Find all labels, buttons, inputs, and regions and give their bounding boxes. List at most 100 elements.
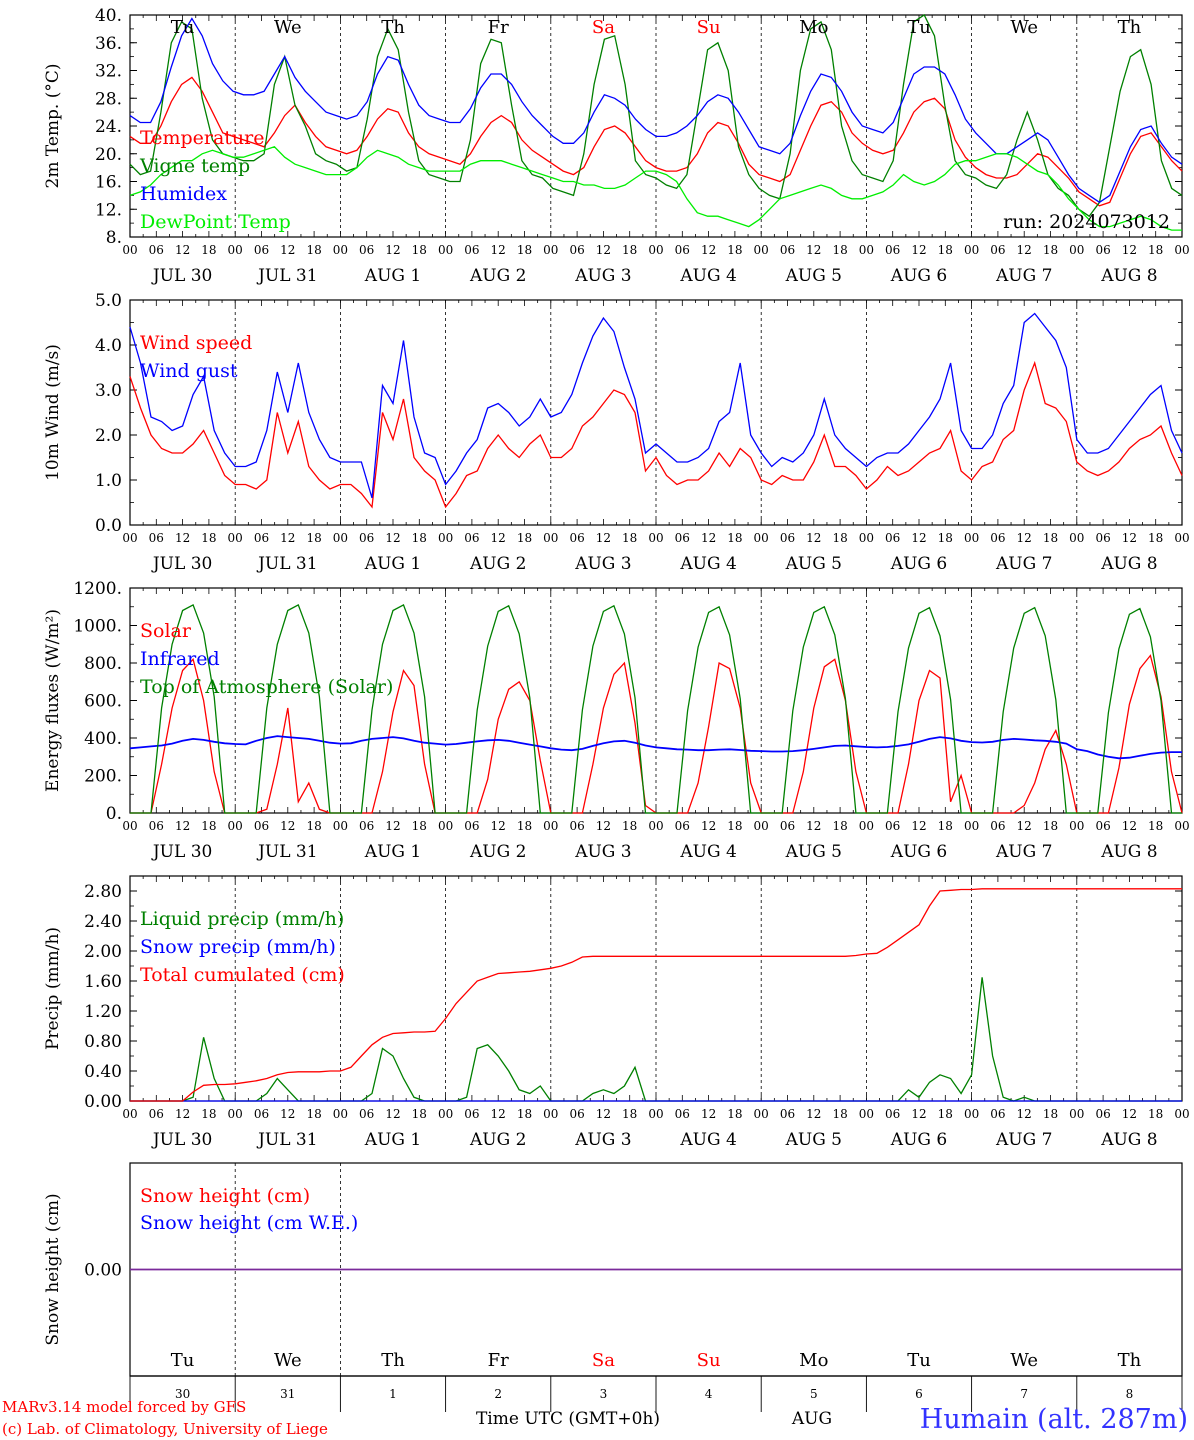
date-label: AUG 6 bbox=[890, 1130, 947, 1150]
hour-tick-label: 00 bbox=[648, 1107, 663, 1121]
date-label: JUL 30 bbox=[151, 1130, 212, 1150]
hour-tick-label: 06 bbox=[990, 819, 1005, 833]
date-label: AUG 7 bbox=[995, 842, 1052, 862]
y-tick-label: 32. bbox=[95, 62, 122, 82]
legend-entry: Temperature bbox=[140, 127, 264, 149]
y-tick-label: 1200. bbox=[73, 579, 122, 599]
series-line-top-of-atmosphere-solar- bbox=[130, 603, 1182, 814]
date-label: AUG 8 bbox=[1100, 1130, 1157, 1150]
hour-tick-label: 18 bbox=[412, 531, 427, 545]
hour-tick-label: 00 bbox=[543, 531, 558, 545]
date-label: AUG 8 bbox=[1100, 842, 1157, 862]
y-tick-label: 40. bbox=[95, 6, 122, 26]
y-tick-label: 0.00 bbox=[84, 1261, 122, 1281]
hour-tick-label: 00 bbox=[438, 819, 453, 833]
y-tick-label: 5.0 bbox=[95, 291, 122, 311]
panel-2 bbox=[129, 299, 1183, 526]
hour-tick-label: 18 bbox=[517, 819, 532, 833]
hour-tick-label: 06 bbox=[1095, 243, 1110, 257]
hour-tick-label: 00 bbox=[754, 1107, 769, 1121]
weekday-label: Su bbox=[697, 1350, 721, 1371]
hour-tick-label: 18 bbox=[306, 243, 321, 257]
hour-tick-label: 00 bbox=[333, 1107, 348, 1121]
hour-tick-label: 12 bbox=[1017, 819, 1032, 833]
hour-tick-label: 00 bbox=[122, 531, 137, 545]
weekday-label: Th bbox=[1118, 1350, 1142, 1371]
hour-tick-label: 00 bbox=[648, 819, 663, 833]
hour-tick-label: 00 bbox=[859, 819, 874, 833]
hour-tick-label: 06 bbox=[780, 1107, 795, 1121]
hour-tick-label: 06 bbox=[464, 531, 479, 545]
hour-tick-label: 06 bbox=[149, 819, 164, 833]
hour-tick-label: 06 bbox=[990, 243, 1005, 257]
date-label: AUG 2 bbox=[469, 554, 526, 574]
hour-tick-label: 00 bbox=[1174, 243, 1189, 257]
hour-tick-label: 18 bbox=[201, 531, 216, 545]
hour-tick-label: 18 bbox=[727, 243, 742, 257]
hour-tick-label: 00 bbox=[1069, 531, 1084, 545]
day-number: 6 bbox=[915, 1387, 923, 1401]
date-label: AUG 8 bbox=[1100, 554, 1157, 574]
hour-tick-label: 18 bbox=[517, 531, 532, 545]
weekday-label: Th bbox=[381, 1350, 405, 1371]
y-tick-label: 24. bbox=[95, 117, 122, 137]
weekday-label: We bbox=[1010, 1350, 1038, 1371]
hour-tick-label: 00 bbox=[1174, 1107, 1189, 1121]
y-tick-label: 28. bbox=[95, 89, 122, 109]
y-tick-label: 2.0 bbox=[95, 426, 122, 446]
hour-tick-label: 06 bbox=[359, 1107, 374, 1121]
date-label: AUG 7 bbox=[995, 1130, 1052, 1150]
y-tick-label: 36. bbox=[95, 34, 122, 54]
hour-tick-label: 12 bbox=[280, 819, 295, 833]
hour-tick-label: 00 bbox=[543, 819, 558, 833]
legend-entry: Snow height (cm) bbox=[140, 1185, 310, 1207]
hour-tick-label: 18 bbox=[1043, 243, 1058, 257]
hour-tick-label: 12 bbox=[1122, 1107, 1137, 1121]
hour-tick-label: 00 bbox=[333, 531, 348, 545]
hour-tick-label: 06 bbox=[675, 1107, 690, 1121]
hour-tick-label: 12 bbox=[701, 243, 716, 257]
legend-entry: Infrared bbox=[140, 648, 220, 670]
legend-entry: Humidex bbox=[140, 183, 227, 205]
hour-tick-label: 18 bbox=[306, 819, 321, 833]
hour-tick-label: 06 bbox=[885, 819, 900, 833]
day-number: 5 bbox=[810, 1387, 818, 1401]
hour-tick-label: 12 bbox=[806, 819, 821, 833]
hour-tick-label: 18 bbox=[1043, 531, 1058, 545]
weekday-label: Tu bbox=[171, 1350, 195, 1371]
y-tick-label: 0.40 bbox=[84, 1062, 122, 1082]
day-number: 2 bbox=[494, 1387, 502, 1401]
y-tick-label: 2.80 bbox=[84, 882, 122, 902]
hour-tick-label: 00 bbox=[964, 531, 979, 545]
hour-tick-label: 12 bbox=[806, 1107, 821, 1121]
hour-tick-label: 18 bbox=[727, 1107, 742, 1121]
y-tick-label: 1.0 bbox=[95, 471, 122, 491]
hour-tick-label: 06 bbox=[675, 243, 690, 257]
day-number: 31 bbox=[280, 1387, 295, 1401]
hour-tick-label: 00 bbox=[228, 243, 243, 257]
weekday-label: Mo bbox=[799, 1350, 828, 1371]
date-label: AUG 5 bbox=[785, 842, 842, 862]
date-label: JUL 30 bbox=[151, 842, 212, 862]
hour-tick-label: 18 bbox=[938, 531, 953, 545]
hour-tick-label: 12 bbox=[280, 1107, 295, 1121]
date-label: AUG 3 bbox=[574, 1130, 631, 1150]
date-label: AUG 2 bbox=[469, 1130, 526, 1150]
hour-tick-label: 12 bbox=[911, 243, 926, 257]
hour-tick-label: 12 bbox=[911, 819, 926, 833]
date-label: AUG 5 bbox=[785, 1130, 842, 1150]
hour-tick-label: 06 bbox=[569, 1107, 584, 1121]
day-number: 7 bbox=[1020, 1387, 1028, 1401]
hour-tick-label: 12 bbox=[1122, 243, 1137, 257]
hour-tick-label: 12 bbox=[701, 1107, 716, 1121]
hour-tick-label: 12 bbox=[280, 531, 295, 545]
y-axis-label: 2m Temp. (°C) bbox=[43, 63, 63, 188]
hour-tick-label: 12 bbox=[175, 819, 190, 833]
weekday-label: Th bbox=[1118, 17, 1142, 38]
series-line-dewpoint-temp bbox=[129, 146, 1182, 231]
hour-tick-label: 12 bbox=[596, 819, 611, 833]
hour-tick-label: 00 bbox=[122, 243, 137, 257]
hour-tick-label: 18 bbox=[306, 531, 321, 545]
hour-tick-label: 18 bbox=[727, 531, 742, 545]
hour-tick-label: 12 bbox=[806, 243, 821, 257]
